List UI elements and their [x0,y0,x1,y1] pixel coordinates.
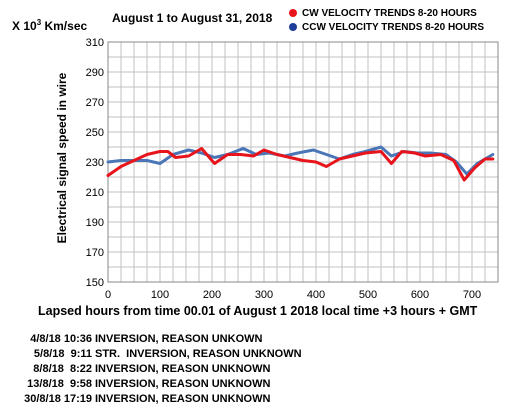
y-tick-label: 210 [86,187,104,199]
note-text: INVERSION, REASON UNKNOWN [95,378,271,391]
y-tick-label: 170 [86,247,104,259]
note-date: 30/8/18 17:19 [24,393,92,406]
legend-marker-cw [289,9,297,17]
y-axis-label: Electrical signal speed in wire [55,72,69,244]
note-row: 5/8/18 9:11 STR. INVERSION, REASON UNKNOW… [0,346,302,361]
x-tick-label: 100 [151,289,169,301]
note-text: INVERSION, REASON UNKOWN [95,332,263,345]
note-row: 4/8/18 10:36 INVERSION, REASON UNKOWN [0,331,302,346]
note-row: 30/8/18 17:19 INVERSION, REASON UNKNOWN [0,392,302,407]
y-tick-label: 310 [86,37,104,49]
legend-label-cw: CW VELOCITY TRENDS 8-20 HOURS [302,7,477,19]
legend: CW VELOCITY TRENDS 8-20 HOURS CCW VELOCI… [289,6,484,34]
chart-title: August 1 to August 31, 2018 [112,11,273,25]
y-tick-label: 270 [86,97,104,109]
y-tick-label: 150 [86,277,104,289]
y-tick-label: 190 [86,217,104,229]
x-axis-label: Lapsed hours from time 00.01 of August 1… [38,304,478,318]
x-tick-label: 300 [255,289,273,301]
x-tick-label: 0 [105,289,111,301]
note-row: 8/8/18 8:22 INVERSION, REASON UNKNOWN [0,361,302,376]
y-unit-label: X 103 Km/sec [12,18,88,33]
series-line-ccw [106,145,495,176]
note-text: INVERSION, REASON UNKNOWN [95,362,271,375]
y-tick-label: 290 [86,67,104,79]
legend-marker-ccw [289,23,297,31]
x-tick-label: 200 [203,289,221,301]
note-date: 8/8/18 8:22 [33,362,92,375]
legend-item-cw: CW VELOCITY TRENDS 8-20 HOURS [289,6,484,20]
inversion-notes: 4/8/18 10:36 INVERSION, REASON UNKOWN 5/8… [0,331,302,407]
x-tick-label: 400 [307,289,325,301]
note-text: INVERSION, REASON UNKNOWN [95,393,271,406]
y-tick-label: 250 [86,127,104,139]
tick-labels: 150 170 190 210 230 250 270 290 310 0 100 200 300 400… [86,37,482,301]
series-line-cw [106,147,495,182]
legend-item-ccw: CCW VELOCITY TRENDS 8-20 HOURS [289,20,484,34]
grid [107,41,499,283]
x-tick-label: 500 [359,289,377,301]
legend-label-ccw: CCW VELOCITY TRENDS 8-20 HOURS [302,21,485,33]
note-date: 4/8/18 10:36 [30,332,92,345]
note-date: 13/8/18 9:58 [27,378,92,391]
y-tick-label: 230 [86,157,104,169]
note-row: 13/8/18 9:58 INVERSION, REASON UNKNOWN [0,377,302,392]
note-date: 5/8/18 9:11 [33,347,92,360]
x-tick-label: 700 [463,289,481,301]
x-tick-label: 600 [411,289,429,301]
series-layer [106,145,495,182]
note-text: STR. INVERSION, REASON UNKNOWN [95,347,302,360]
